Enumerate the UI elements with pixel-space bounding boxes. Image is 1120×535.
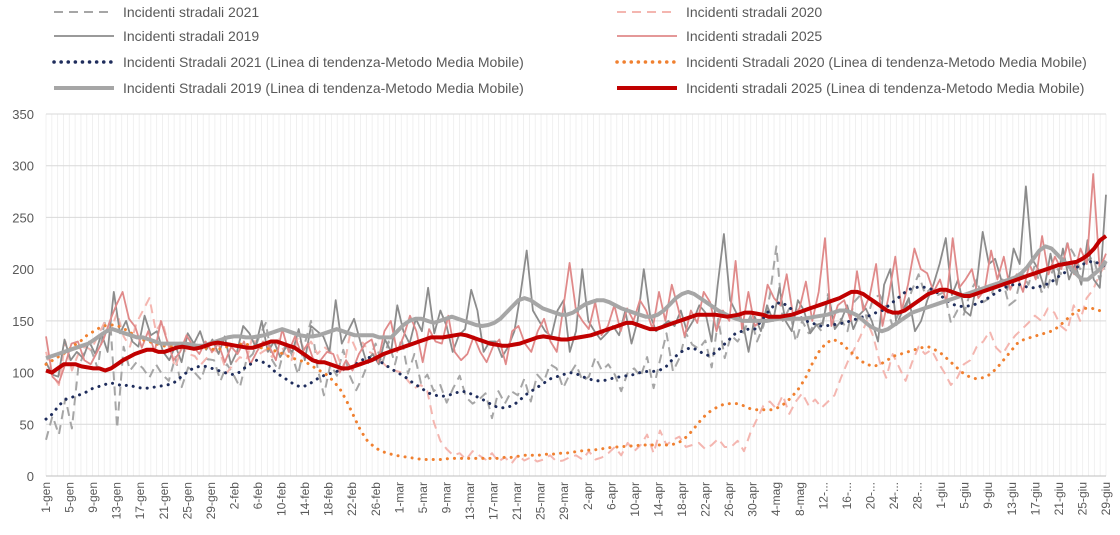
x-tick-label: 5-giu xyxy=(958,482,972,509)
x-tick-label: 21-gen xyxy=(157,482,171,519)
legend-label: Incidenti stradali 2025 xyxy=(686,28,822,44)
x-axis: 1-gen 5-gen 9-gen 13-gen 17-gen 21-gen 25-gen 2… xyxy=(39,475,1113,520)
legend-label: Incidenti Stradali 2020 (Linea di tenden… xyxy=(686,54,1087,70)
x-tick-label: 4-mag xyxy=(769,482,783,516)
legend-label: Incidenti stradali 2020 xyxy=(686,4,822,20)
x-tick-label: 30-apr xyxy=(746,482,760,517)
x-tick-label: 29-mar xyxy=(557,482,571,520)
x-tick-label: 17-mar xyxy=(487,482,501,520)
y-tick-label: 50 xyxy=(20,417,34,432)
x-tick-label: 25-giu xyxy=(1075,482,1089,515)
series-line-incidenti-stradali-2019-linea-di-tendenza-metodo-media-mobile xyxy=(45,244,1108,360)
x-tick-label: 13-gen xyxy=(110,482,124,519)
x-tick-label: 9-giu xyxy=(981,482,995,509)
legend-label: Incidenti Stradali 2021 (Linea di tenden… xyxy=(123,54,524,70)
y-tick-label: 250 xyxy=(12,210,34,225)
series-line-incidenti-stradali-2020-linea-di-tendenza-metodo-media-mobile xyxy=(44,306,1108,461)
x-tick-label: 12-... xyxy=(816,482,830,509)
x-tick-label: 6-feb xyxy=(251,482,265,510)
x-tick-label: 1-mar xyxy=(392,482,406,513)
x-tick-label: 28-... xyxy=(911,482,925,509)
x-tick-label: 29-gen xyxy=(204,482,218,519)
x-tick-label: 25-mar xyxy=(534,482,548,520)
x-tick-label: 1-gen xyxy=(39,482,53,513)
x-tick-label: 2-apr xyxy=(581,482,595,510)
series-line-incidenti-stradali-2020 xyxy=(45,263,1107,465)
x-tick-label: 21-mar xyxy=(510,482,524,520)
x-tick-label: 25-gen xyxy=(180,482,194,519)
x-tick-label: 20-... xyxy=(863,482,877,509)
series-layer xyxy=(44,173,1108,465)
legend-label: Incidenti stradali 2025 (Linea di tenden… xyxy=(686,80,1084,96)
x-tick-label: 14-apr xyxy=(651,482,665,517)
legend: Incidenti stradali 2021 Incidenti stradal… xyxy=(52,4,1087,96)
x-tick-label: 13-giu xyxy=(1005,482,1019,515)
x-tick-label: 10-feb xyxy=(275,482,289,516)
y-tick-label: 350 xyxy=(12,107,34,122)
legend-label: Incidenti Stradali 2019 (Linea di tenden… xyxy=(123,80,524,96)
y-tick-label: 300 xyxy=(12,159,34,174)
y-tick-label: 100 xyxy=(12,366,34,381)
x-tick-label: 9-gen xyxy=(86,482,100,513)
x-tick-label: 1-giu xyxy=(934,482,948,509)
series-line-incidenti-stradali-2021 xyxy=(45,242,1107,441)
x-tick-label: 6-apr xyxy=(604,482,618,510)
x-tick-label: 22-feb xyxy=(345,482,359,516)
x-tick-label: 8-mag xyxy=(793,482,807,516)
x-tick-label: 17-gen xyxy=(133,482,147,519)
x-tick-label: 24-... xyxy=(887,482,901,509)
x-tick-label: 14-feb xyxy=(298,482,312,516)
x-tick-label: 2-feb xyxy=(227,482,241,510)
y-tick-label: 200 xyxy=(12,262,34,277)
x-tick-label: 29-giu xyxy=(1099,482,1113,515)
x-tick-label: 5-mar xyxy=(416,482,430,513)
y-axis: 0 50 100 150 200 250 300 350 xyxy=(12,107,34,484)
x-tick-label: 18-apr xyxy=(675,482,689,517)
y-tick-label: 0 xyxy=(27,469,34,484)
x-tick-label: 26-apr xyxy=(722,482,736,517)
x-tick-label: 5-gen xyxy=(63,482,77,513)
legend-label: Incidenti stradali 2019 xyxy=(123,28,259,44)
x-tick-label: 22-apr xyxy=(699,482,713,517)
x-tick-label: 26-feb xyxy=(369,482,383,516)
x-tick-label: 13-mar xyxy=(463,482,477,520)
legend-label: Incidenti stradali 2021 xyxy=(123,4,259,20)
series-line-incidenti-stradali-2025-linea-di-tendenza-metodo-media-mobile xyxy=(45,234,1108,375)
y-tick-label: 150 xyxy=(12,314,34,329)
x-tick-label: 21-giu xyxy=(1052,482,1066,515)
x-tick-label: 9-mar xyxy=(439,482,453,513)
x-tick-label: 17-giu xyxy=(1028,482,1042,515)
x-tick-label: 16-... xyxy=(840,482,854,509)
x-tick-label: 10-apr xyxy=(628,482,642,517)
x-tick-label: 18-feb xyxy=(322,482,336,516)
